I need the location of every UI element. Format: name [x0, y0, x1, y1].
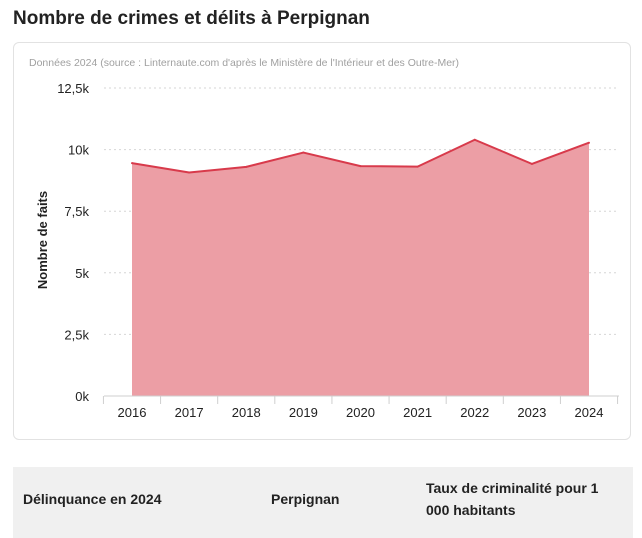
y-tick-label: 10k	[68, 143, 89, 158]
x-tick-label: 2021	[403, 405, 432, 420]
x-tick-label: 2019	[289, 405, 318, 420]
y-tick-label: 2,5k	[64, 327, 89, 342]
data-point	[473, 138, 476, 141]
table-header-row: Délinquance en 2024 Perpignan Taux de cr…	[13, 467, 633, 538]
data-point	[530, 162, 533, 165]
x-tick-label: 2016	[118, 405, 147, 420]
x-tick-label: 2017	[175, 405, 204, 420]
table-header-rate: Taux de criminalité pour 1 000 habitants	[426, 480, 599, 518]
axis-layer: 0k 2,5k 5k 7,5k 10k 12,5k 2016 2017 2018 2019 2020…	[57, 81, 619, 420]
y-tick-label: 0k	[75, 389, 89, 404]
table-header-delinquance: Délinquance en 2024	[23, 491, 162, 507]
table-header-city: Perpignan	[271, 491, 340, 507]
data-point	[302, 151, 305, 154]
data-point	[131, 162, 133, 165]
data-point	[588, 141, 590, 144]
page-title: Nombre de crimes et délits à Perpignan	[13, 8, 370, 29]
x-tick-label: 2024	[575, 405, 604, 420]
y-tick-label: 12,5k	[57, 81, 89, 96]
data-point	[416, 165, 419, 168]
x-tick-label: 2020	[346, 405, 375, 420]
data-point	[188, 171, 191, 174]
x-tick-label: 2018	[232, 405, 261, 420]
y-axis-label: Nombre de faits	[35, 191, 50, 289]
data-point	[245, 165, 248, 168]
chart-card: Données 2024 (source : Linternaute.com d…	[13, 42, 631, 440]
data-point	[359, 165, 362, 168]
area-fill	[132, 139, 589, 396]
x-tick-label: 2022	[460, 405, 489, 420]
chart-source-note: Données 2024 (source : Linternaute.com d…	[29, 57, 459, 69]
y-tick-label: 5k	[75, 266, 89, 281]
area-layer	[131, 138, 590, 396]
crime-area-chart: Données 2024 (source : Linternaute.com d…	[29, 57, 619, 420]
x-tick-label: 2023	[517, 405, 546, 420]
y-tick-label: 7,5k	[64, 204, 89, 219]
